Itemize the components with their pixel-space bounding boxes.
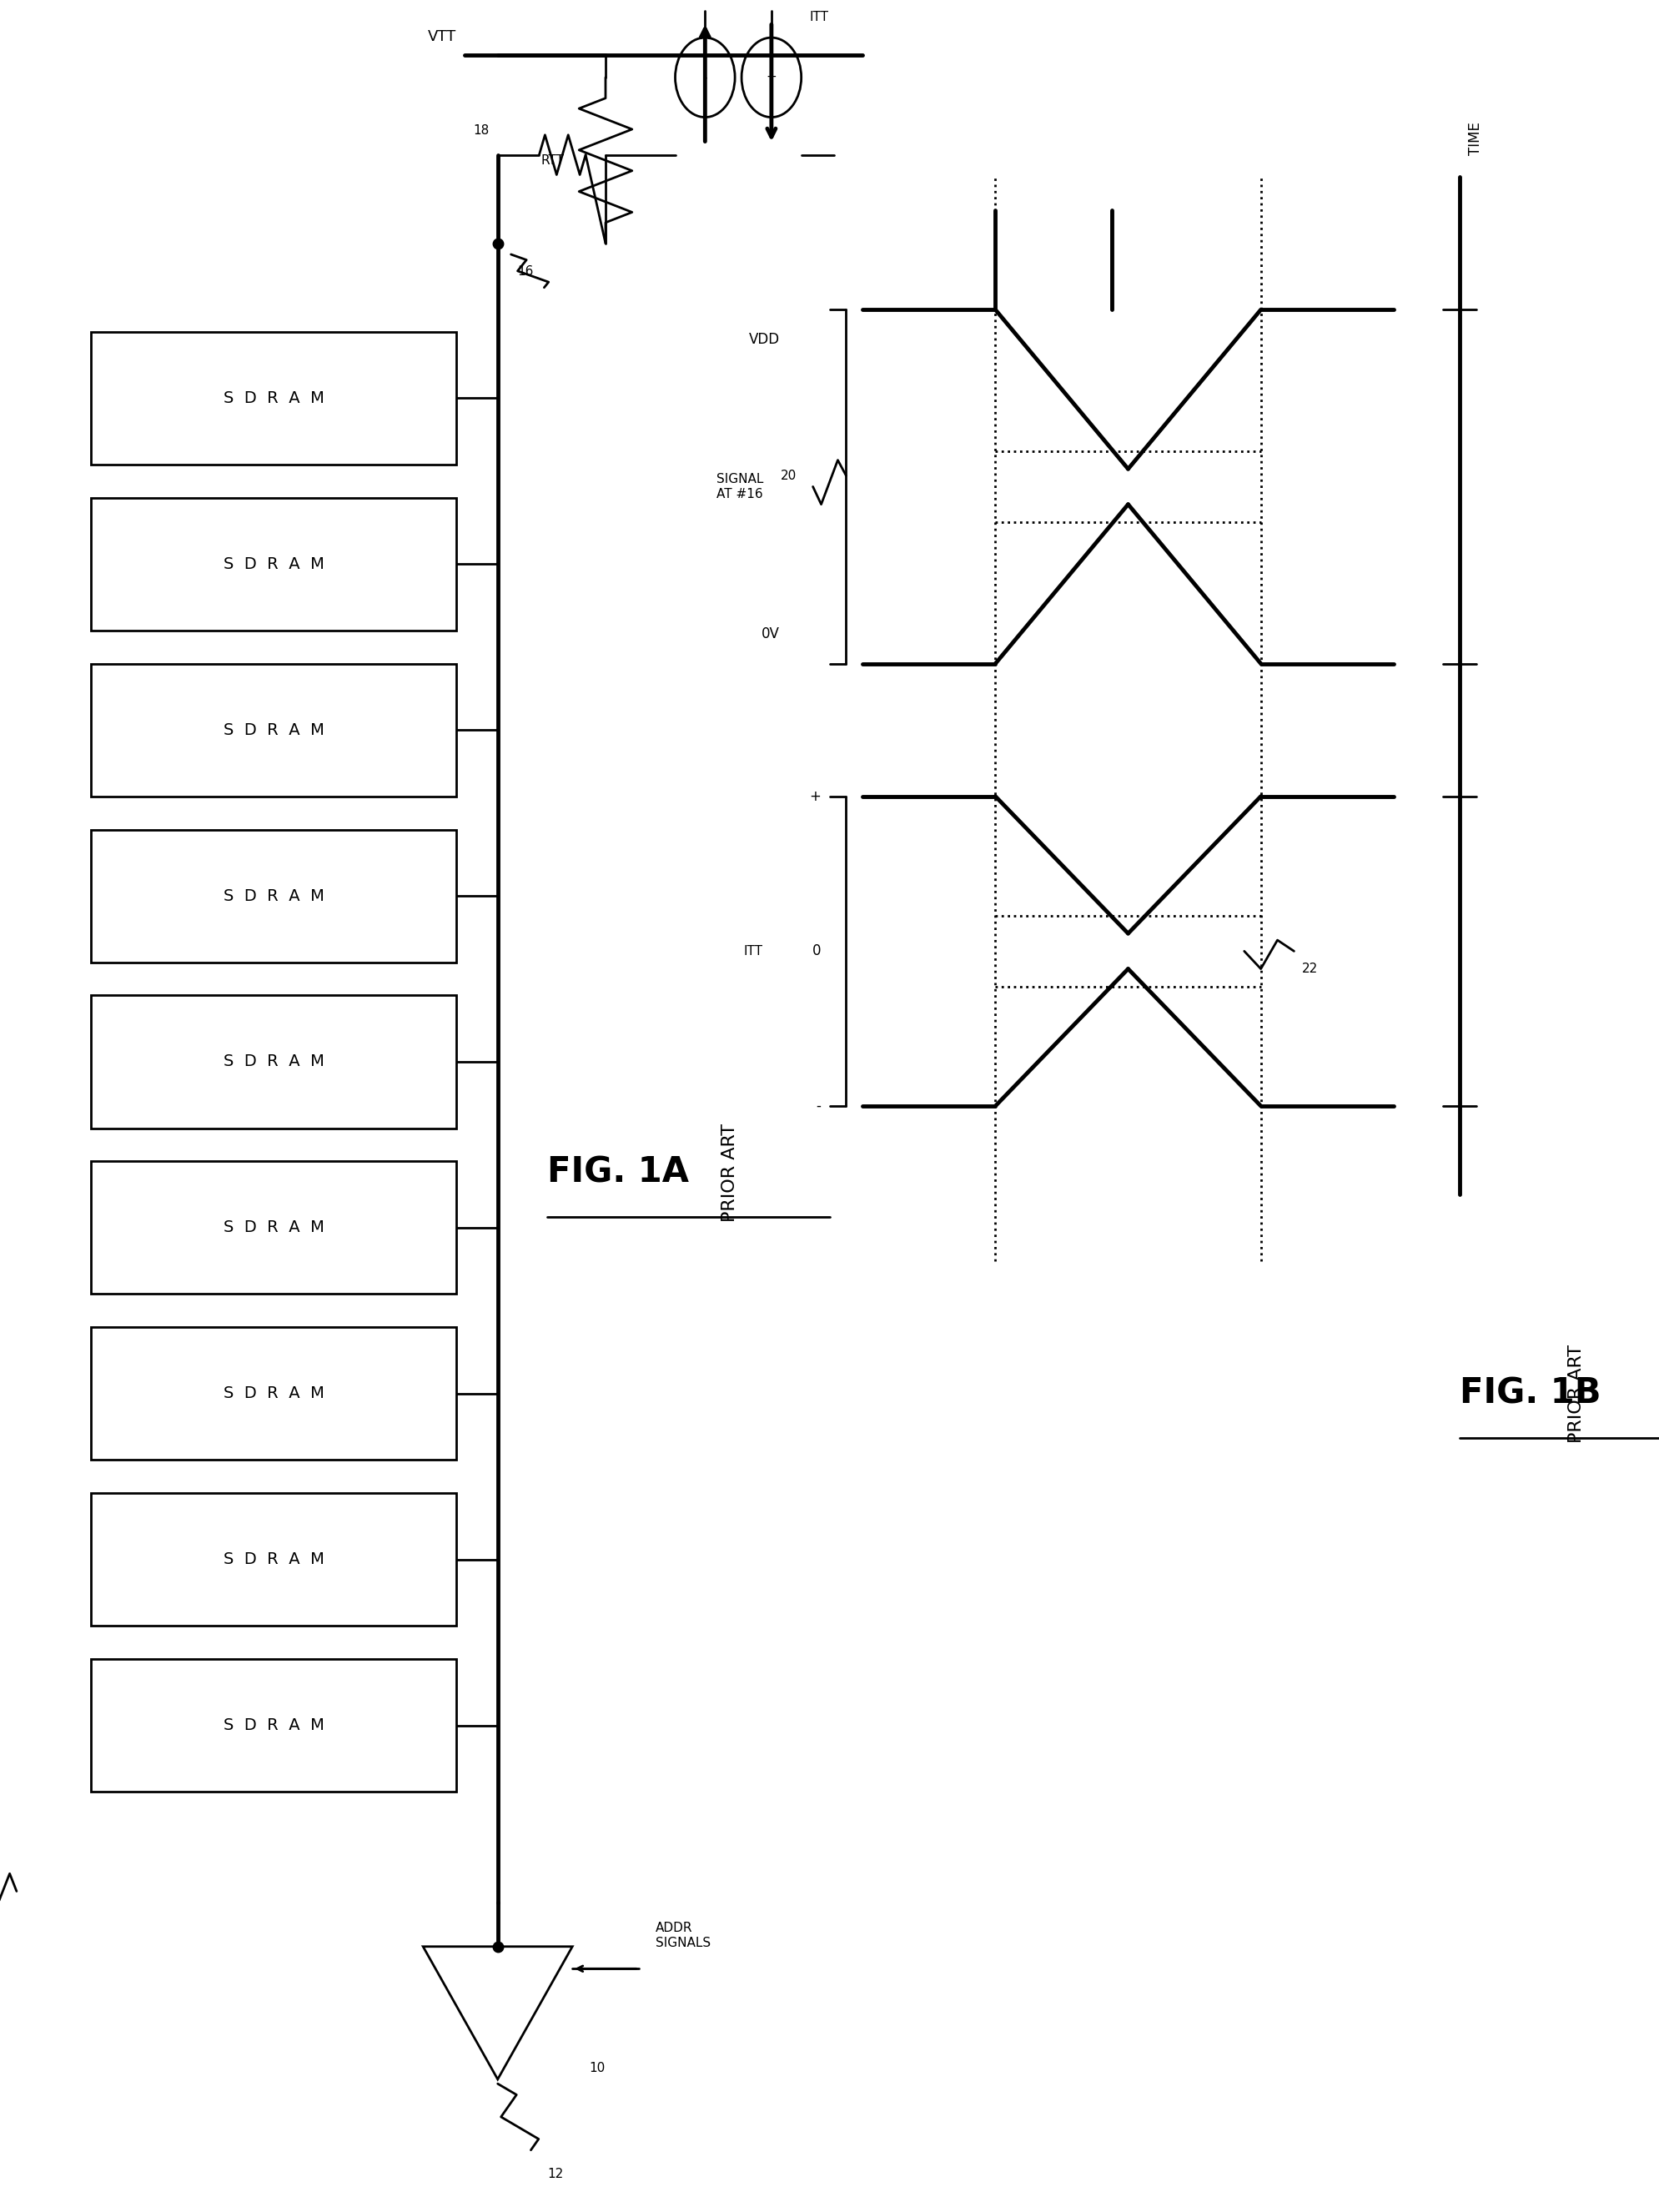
Bar: [91, 1493, 456, 1626]
Text: ITT: ITT: [743, 945, 763, 958]
Text: ADDR
SIGNALS: ADDR SIGNALS: [655, 1922, 710, 1949]
Text: +: +: [766, 71, 776, 84]
Bar: [91, 830, 456, 962]
Text: S  D  R  A  M: S D R A M: [224, 1717, 324, 1734]
Text: 0: 0: [813, 945, 821, 958]
Bar: [91, 1327, 456, 1460]
Text: S  D  R  A  M: S D R A M: [224, 1385, 324, 1402]
Text: S  D  R  A  M: S D R A M: [224, 555, 324, 573]
Text: 16: 16: [518, 265, 534, 279]
Text: VDD: VDD: [748, 332, 780, 347]
Text: 18: 18: [473, 124, 489, 137]
Bar: [91, 1161, 456, 1294]
Text: 10: 10: [589, 2062, 606, 2075]
Text: -: -: [703, 71, 707, 84]
Text: S  D  R  A  M: S D R A M: [224, 1053, 324, 1071]
Text: PRIOR ART: PRIOR ART: [722, 1124, 738, 1221]
Text: -: -: [816, 1099, 821, 1113]
Text: ITT: ITT: [810, 11, 830, 24]
Text: S  D  R  A  M: S D R A M: [224, 389, 324, 407]
Text: S  D  R  A  M: S D R A M: [224, 1551, 324, 1568]
Text: 22: 22: [1302, 962, 1319, 975]
Text: TIME: TIME: [1468, 122, 1483, 155]
Bar: [91, 1659, 456, 1792]
Text: VTT: VTT: [428, 29, 456, 44]
Bar: [91, 332, 456, 465]
Text: PRIOR ART: PRIOR ART: [1568, 1345, 1584, 1442]
Text: S  D  R  A  M: S D R A M: [224, 1219, 324, 1237]
Text: SIGNAL
AT #16: SIGNAL AT #16: [717, 473, 763, 500]
Bar: [91, 995, 456, 1128]
Text: S  D  R  A  M: S D R A M: [224, 887, 324, 905]
Text: 0V: 0V: [761, 626, 780, 641]
Text: RTT: RTT: [541, 155, 564, 166]
Text: 12: 12: [547, 2168, 564, 2181]
Text: +: +: [810, 790, 821, 803]
Text: FIG. 1A: FIG. 1A: [547, 1155, 688, 1190]
Text: FIG. 1B: FIG. 1B: [1460, 1376, 1601, 1411]
Bar: [91, 664, 456, 796]
Text: S  D  R  A  M: S D R A M: [224, 721, 324, 739]
Text: 20: 20: [780, 469, 796, 482]
Bar: [91, 498, 456, 630]
